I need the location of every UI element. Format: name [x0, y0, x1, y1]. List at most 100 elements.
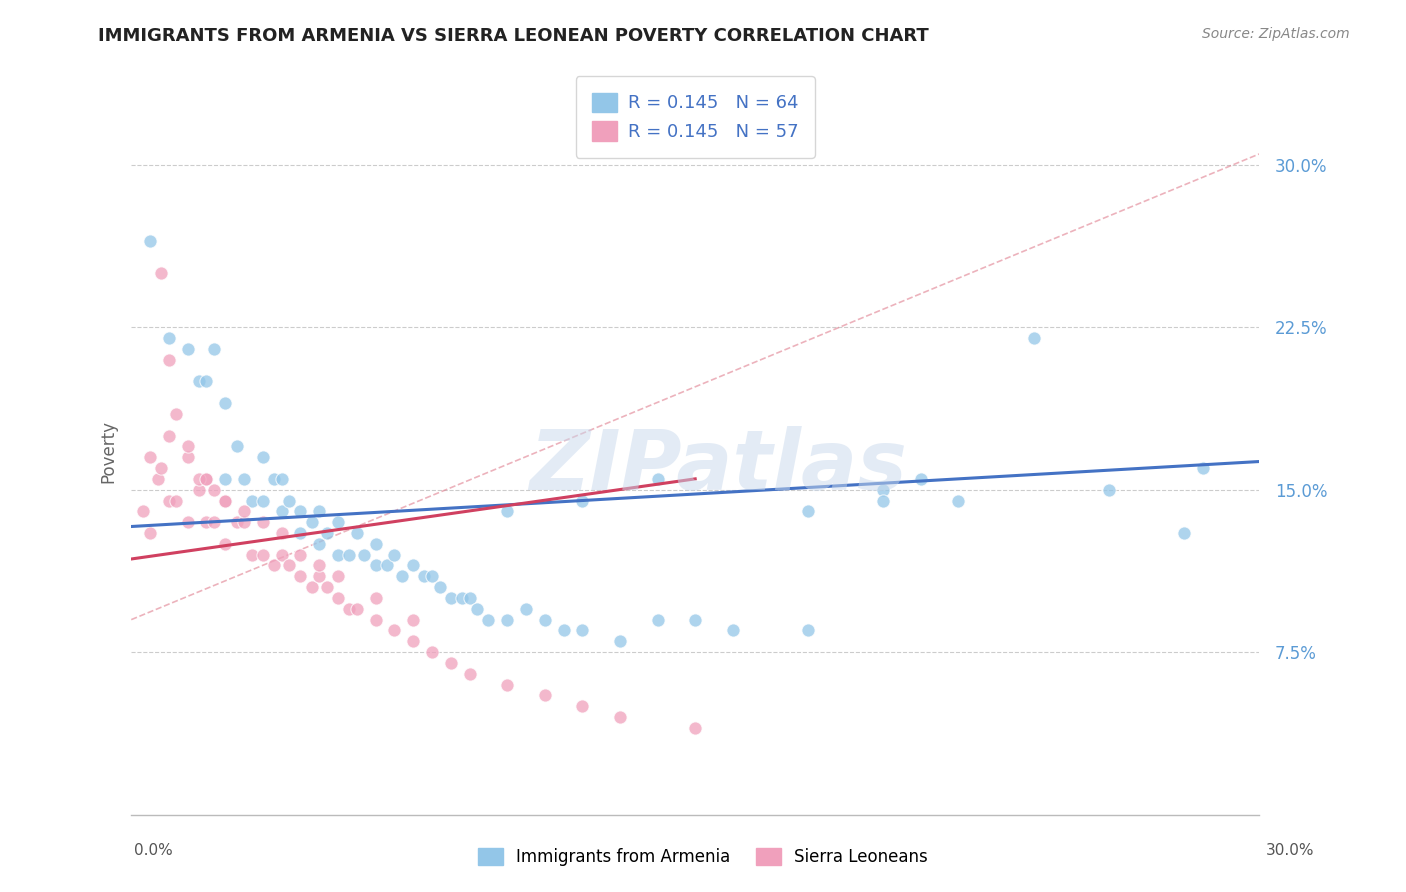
Legend: Immigrants from Armenia, Sierra Leoneans: Immigrants from Armenia, Sierra Leoneans: [470, 840, 936, 875]
Point: [278, 493, 301, 508]
Point: [326, 591, 349, 605]
Point: [364, 591, 387, 605]
Y-axis label: Poverty: Poverty: [100, 420, 117, 483]
Point: [150, 266, 173, 280]
Text: Source: ZipAtlas.com: Source: ZipAtlas.com: [1202, 27, 1350, 41]
Point: [458, 591, 481, 605]
Point: [263, 472, 285, 486]
Point: [290, 504, 312, 518]
Point: [683, 613, 706, 627]
Point: [647, 472, 669, 486]
Point: [413, 569, 436, 583]
Point: [315, 580, 337, 594]
Point: [910, 472, 932, 486]
Text: ZIPatlas: ZIPatlas: [529, 425, 907, 507]
Point: [420, 569, 443, 583]
Point: [609, 634, 631, 648]
Point: [353, 548, 375, 562]
Point: [1173, 526, 1195, 541]
Point: [240, 548, 263, 562]
Point: [872, 493, 894, 508]
Point: [301, 515, 323, 529]
Point: [252, 450, 274, 465]
Point: [420, 645, 443, 659]
Point: [240, 493, 263, 508]
Point: [270, 548, 292, 562]
Point: [571, 699, 593, 714]
Point: [609, 710, 631, 724]
Point: [214, 396, 236, 410]
Point: [364, 558, 387, 573]
Point: [337, 548, 360, 562]
Point: [290, 526, 312, 541]
Point: [308, 558, 330, 573]
Point: [553, 624, 575, 638]
Point: [337, 602, 360, 616]
Point: [308, 504, 330, 518]
Point: [233, 515, 256, 529]
Point: [872, 483, 894, 497]
Point: [326, 569, 349, 583]
Point: [315, 526, 337, 541]
Point: [326, 515, 349, 529]
Point: [308, 537, 330, 551]
Point: [1022, 331, 1045, 345]
Point: [451, 591, 474, 605]
Point: [533, 613, 555, 627]
Point: [214, 472, 236, 486]
Point: [195, 472, 218, 486]
Point: [176, 450, 198, 465]
Point: [233, 504, 256, 518]
Point: [429, 580, 451, 594]
Point: [647, 613, 669, 627]
Point: [139, 234, 162, 248]
Point: [270, 472, 292, 486]
Point: [252, 548, 274, 562]
Point: [131, 504, 153, 518]
Point: [571, 493, 593, 508]
Point: [364, 537, 387, 551]
Point: [384, 548, 406, 562]
Point: [176, 515, 198, 529]
Point: [308, 569, 330, 583]
Point: [263, 558, 285, 573]
Point: [165, 407, 187, 421]
Point: [278, 558, 301, 573]
Legend: R = 0.145   N = 64, R = 0.145   N = 57: R = 0.145 N = 64, R = 0.145 N = 57: [575, 77, 815, 158]
Point: [157, 352, 180, 367]
Point: [1098, 483, 1121, 497]
Point: [391, 569, 413, 583]
Point: [270, 526, 292, 541]
Point: [477, 613, 499, 627]
Point: [515, 602, 537, 616]
Point: [496, 504, 519, 518]
Point: [233, 472, 256, 486]
Point: [214, 493, 236, 508]
Point: [948, 493, 970, 508]
Point: [301, 580, 323, 594]
Text: 30.0%: 30.0%: [1267, 843, 1315, 858]
Point: [202, 483, 225, 497]
Point: [225, 515, 247, 529]
Point: [384, 624, 406, 638]
Point: [402, 634, 425, 648]
Point: [176, 342, 198, 356]
Point: [458, 666, 481, 681]
Point: [225, 439, 247, 453]
Point: [187, 483, 209, 497]
Point: [797, 624, 820, 638]
Point: [496, 613, 519, 627]
Point: [157, 428, 180, 442]
Point: [187, 375, 209, 389]
Point: [1191, 461, 1213, 475]
Point: [146, 472, 169, 486]
Point: [202, 342, 225, 356]
Point: [252, 493, 274, 508]
Point: [346, 526, 368, 541]
Point: [402, 558, 425, 573]
Point: [465, 602, 488, 616]
Text: IMMIGRANTS FROM ARMENIA VS SIERRA LEONEAN POVERTY CORRELATION CHART: IMMIGRANTS FROM ARMENIA VS SIERRA LEONEA…: [98, 27, 929, 45]
Point: [797, 504, 820, 518]
Point: [195, 375, 218, 389]
Point: [326, 548, 349, 562]
